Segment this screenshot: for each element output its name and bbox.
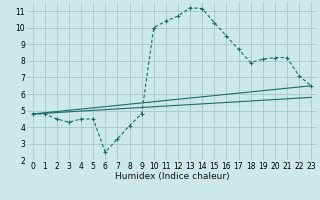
X-axis label: Humidex (Indice chaleur): Humidex (Indice chaleur) xyxy=(115,172,229,181)
